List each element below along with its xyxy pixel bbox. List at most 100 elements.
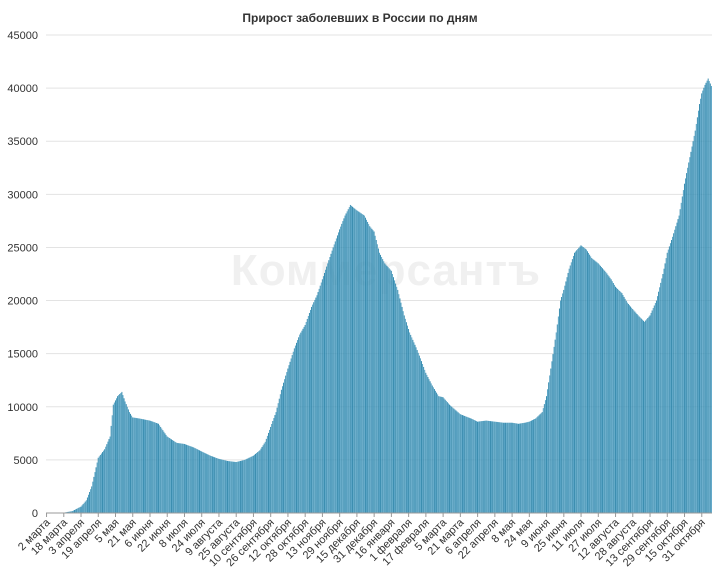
y-tick-label: 15000 — [7, 349, 38, 361]
daily-bar — [355, 209, 357, 513]
daily-bar — [163, 431, 165, 513]
daily-bar — [318, 288, 320, 513]
daily-bar — [384, 263, 386, 513]
daily-bar — [82, 504, 84, 513]
daily-bar — [262, 445, 264, 513]
daily-bar — [233, 461, 235, 513]
daily-bar — [205, 453, 207, 513]
daily-bar — [162, 430, 164, 513]
daily-bar — [146, 419, 148, 513]
daily-bar — [188, 445, 190, 513]
daily-bar — [284, 379, 286, 513]
daily-bar — [601, 267, 602, 513]
daily-bar — [229, 461, 231, 513]
daily-bar — [536, 417, 538, 513]
daily-bar — [575, 251, 577, 513]
daily-bar — [92, 481, 94, 513]
daily-bar — [400, 302, 402, 513]
daily-bar — [645, 320, 647, 513]
daily-bar — [623, 296, 625, 513]
daily-bar — [562, 293, 564, 513]
daily-bar — [691, 146, 693, 513]
daily-bar — [673, 233, 675, 513]
daily-bar — [568, 268, 570, 513]
daily-bar — [202, 451, 204, 513]
daily-bar — [89, 491, 91, 513]
daily-bar — [478, 421, 480, 513]
daily-bar — [506, 422, 508, 513]
daily-bar — [283, 382, 285, 513]
daily-bar — [203, 452, 205, 513]
daily-bar — [461, 415, 463, 513]
daily-bar — [86, 497, 88, 513]
daily-bar — [333, 244, 335, 513]
daily-bar — [260, 448, 262, 513]
daily-bar — [551, 361, 553, 513]
daily-bar — [447, 403, 449, 513]
daily-bar — [613, 284, 615, 513]
daily-bar — [427, 377, 429, 513]
daily-bar — [625, 300, 627, 513]
daily-bar — [327, 263, 329, 513]
daily-bar — [570, 262, 572, 513]
daily-bar — [543, 404, 545, 513]
daily-bar — [658, 291, 660, 513]
daily-bar — [605, 271, 607, 513]
daily-bar — [589, 254, 591, 514]
daily-bar — [475, 421, 477, 513]
daily-bar — [172, 440, 174, 513]
daily-bar — [702, 90, 704, 513]
daily-bar — [191, 446, 193, 513]
daily-bar — [494, 421, 496, 513]
daily-bar — [373, 231, 375, 513]
y-tick-label: 40000 — [7, 83, 38, 95]
daily-bar — [314, 299, 316, 513]
daily-bar — [565, 281, 567, 513]
daily-bar — [484, 420, 486, 513]
daily-bar — [646, 319, 648, 513]
daily-bar — [383, 261, 385, 513]
daily-bar — [473, 420, 475, 513]
daily-bar — [582, 247, 584, 513]
daily-bar — [488, 420, 490, 513]
daily-bar — [412, 339, 414, 513]
daily-bar — [399, 298, 401, 513]
daily-bar — [463, 415, 464, 513]
y-tick-label: 0 — [32, 508, 38, 520]
daily-bar — [274, 415, 276, 513]
daily-bar — [74, 509, 75, 513]
daily-bar — [346, 211, 348, 513]
daily-bar — [504, 422, 505, 513]
daily-bar — [160, 426, 162, 513]
daily-bar — [407, 325, 408, 513]
daily-bar — [578, 247, 580, 514]
daily-bar — [207, 454, 209, 513]
daily-bar — [678, 215, 680, 513]
daily-bar — [529, 421, 531, 513]
daily-bar — [273, 418, 275, 513]
daily-bar — [563, 289, 565, 513]
daily-bar — [391, 274, 393, 513]
daily-bar — [387, 267, 389, 513]
daily-bar — [120, 392, 122, 513]
daily-bar — [249, 457, 251, 513]
daily-bar — [683, 183, 685, 513]
daily-bar — [342, 221, 344, 513]
daily-bar — [252, 455, 254, 513]
daily-bar — [228, 461, 230, 513]
daily-bar — [454, 409, 456, 513]
daily-bar — [356, 210, 358, 513]
daily-bar — [704, 84, 706, 514]
daily-bar — [453, 408, 455, 513]
daily-bar — [241, 460, 242, 513]
daily-bar — [635, 312, 637, 513]
daily-bar — [505, 422, 507, 513]
daily-bar — [688, 162, 690, 513]
daily-bar — [176, 442, 178, 513]
daily-bar — [111, 415, 113, 513]
daily-bar — [397, 289, 399, 513]
daily-bar — [516, 423, 518, 513]
daily-bar — [507, 422, 509, 513]
daily-bar — [308, 312, 310, 513]
daily-bar — [682, 190, 684, 513]
